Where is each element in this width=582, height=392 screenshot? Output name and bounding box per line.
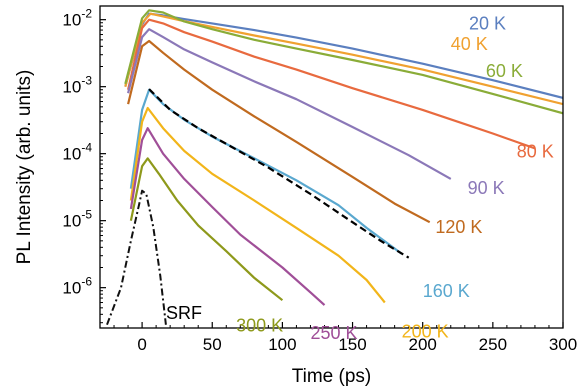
- series-label-160-k: 160 K: [423, 281, 470, 301]
- fit-layer: [148, 88, 410, 259]
- series-label-80-k: 80 K: [517, 141, 554, 161]
- series-label-250-k: 250 K: [310, 323, 357, 343]
- series-line-srf: [106, 189, 167, 326]
- series-label-90-k: 90 K: [468, 178, 505, 198]
- series-layer: [106, 9, 563, 326]
- y-tick-label: 10-6: [62, 275, 92, 298]
- series-label-20-k: 20 K: [469, 14, 506, 34]
- plot-frame: [99, 5, 564, 329]
- series-line-120-k: [127, 39, 431, 224]
- y-tick-label: 10-5: [62, 208, 92, 231]
- x-tick-label: 300: [549, 335, 577, 354]
- x-tick-label: 50: [203, 335, 222, 354]
- x-axis-title: Time (ps): [292, 366, 372, 387]
- tick-layer: 0 50 100 150 200 250 300 10-2 10-3 10-4 10-5 10-6: [62, 7, 577, 354]
- series-label-300-k: 300 K: [236, 316, 283, 336]
- series-line-40-k: [124, 12, 563, 106]
- y-tick-label: 10-2: [62, 7, 92, 30]
- series-label-60-k: 60 K: [486, 61, 523, 81]
- series-line-80-k: [127, 18, 536, 150]
- y-tick-label: 10-3: [62, 74, 92, 97]
- series-line-300-k: [129, 157, 284, 302]
- x-tick-label: 250: [479, 335, 507, 354]
- series-line-200-k: [129, 106, 386, 304]
- series-label-40-k: 40 K: [451, 34, 488, 54]
- x-tick-label: 200: [409, 335, 437, 354]
- x-tick-label: 100: [268, 335, 296, 354]
- x-tick-label: 0: [137, 335, 146, 354]
- series-line-90-k: [127, 28, 452, 180]
- series-line-250-k: [129, 127, 326, 306]
- series-line-60-k: [124, 9, 563, 115]
- y-axis-title: PL Intensity (arb. units): [14, 70, 35, 265]
- series-label-srf: SRF: [166, 303, 202, 323]
- label-layer: 20 K40 K 60 K 80 K 90 K 120 K 160 K 200 K 250 K…: [166, 14, 554, 344]
- fit-curve: [148, 88, 410, 259]
- y-tick-label: 10-4: [62, 141, 92, 164]
- series-label-200-k: 200 K: [402, 322, 449, 342]
- series-label-120-k: 120 K: [435, 217, 482, 237]
- x-tick-label: 150: [338, 335, 366, 354]
